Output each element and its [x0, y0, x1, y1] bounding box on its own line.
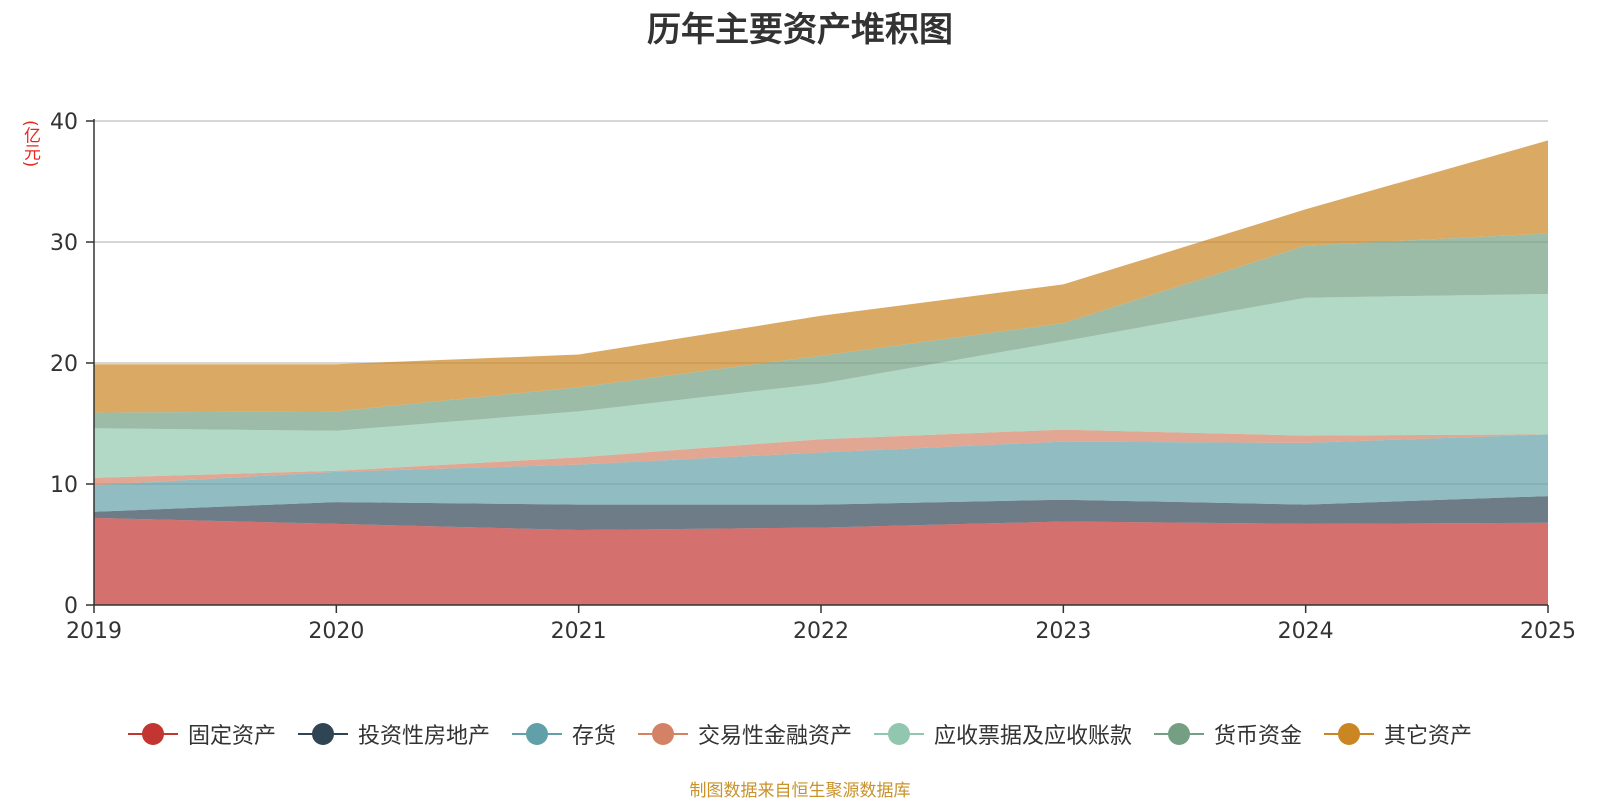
legend-item-7[interactable]: 其它资产	[1324, 718, 1472, 750]
x-tick-label: 2024	[1278, 619, 1334, 644]
area-series-5	[94, 294, 1548, 478]
legend-item-6[interactable]: 货币资金	[1154, 718, 1302, 750]
legend-label: 应收票据及应收账款	[934, 724, 1133, 749]
legend-marker-icon	[1324, 722, 1375, 746]
legend-label: 货币资金	[1214, 724, 1303, 749]
legend-label: 存货	[571, 724, 616, 749]
x-tick-label: 2020	[308, 619, 364, 644]
legend-marker-icon	[511, 722, 562, 746]
legend-marker-icon	[874, 722, 924, 746]
x-tick-label: 2023	[1035, 619, 1091, 644]
area-series-4	[94, 429, 1548, 486]
area-series-1	[94, 517, 1548, 605]
y-axis-unit-label: (亿元)	[20, 120, 40, 168]
legend-label: 投资性房地产	[357, 724, 490, 749]
area-series-6	[94, 233, 1548, 431]
stacked-area-chart: 0 10 20 30 40 2019 2020 2021 2022 2023 2024 2025	[50, 110, 1576, 644]
legend: 固定资产 投资性房地产 存货 交易性金融资产 应收票据及应收账款 货币资金 其它资产	[0, 718, 1600, 750]
area-series-3	[94, 434, 1548, 512]
y-tick-label: 40	[50, 110, 78, 135]
legend-marker-icon	[127, 722, 178, 746]
y-tick-label: 0	[64, 594, 78, 619]
legend-label: 固定资产	[187, 724, 276, 749]
legend-label: 其它资产	[1384, 724, 1473, 749]
y-tick-label: 20	[50, 352, 78, 377]
legend-item-3[interactable]: 存货	[511, 718, 616, 750]
axes: 0 10 20 30 40 2019 2020 2021 2022 2023 2024 2025	[50, 110, 1576, 644]
legend-item-5[interactable]: 应收票据及应收账款	[874, 718, 1132, 750]
legend-item-4[interactable]: 交易性金融资产	[637, 718, 852, 750]
legend-item-1[interactable]: 固定资产	[127, 718, 276, 750]
area-series-group	[94, 140, 1548, 605]
legend-marker-icon	[637, 722, 688, 746]
y-tick-label: 30	[50, 231, 78, 256]
y-tick-label: 10	[50, 473, 78, 498]
x-tick-label: 2019	[66, 619, 122, 644]
x-tick-label: 2021	[551, 619, 607, 644]
area-series-7	[94, 140, 1548, 413]
legend-item-2[interactable]: 投资性房地产	[297, 718, 490, 750]
legend-marker-icon	[1154, 722, 1205, 746]
area-series-2	[94, 496, 1548, 530]
x-tick-label: 2025	[1520, 619, 1576, 644]
x-tick-label: 2022	[793, 619, 849, 644]
legend-marker-icon	[297, 722, 348, 746]
data-source-footer: 制图数据来自恒生聚源数据库	[689, 781, 911, 801]
chart-title: 历年主要资产堆积图	[647, 10, 953, 50]
legend-label: 交易性金融资产	[697, 724, 852, 749]
